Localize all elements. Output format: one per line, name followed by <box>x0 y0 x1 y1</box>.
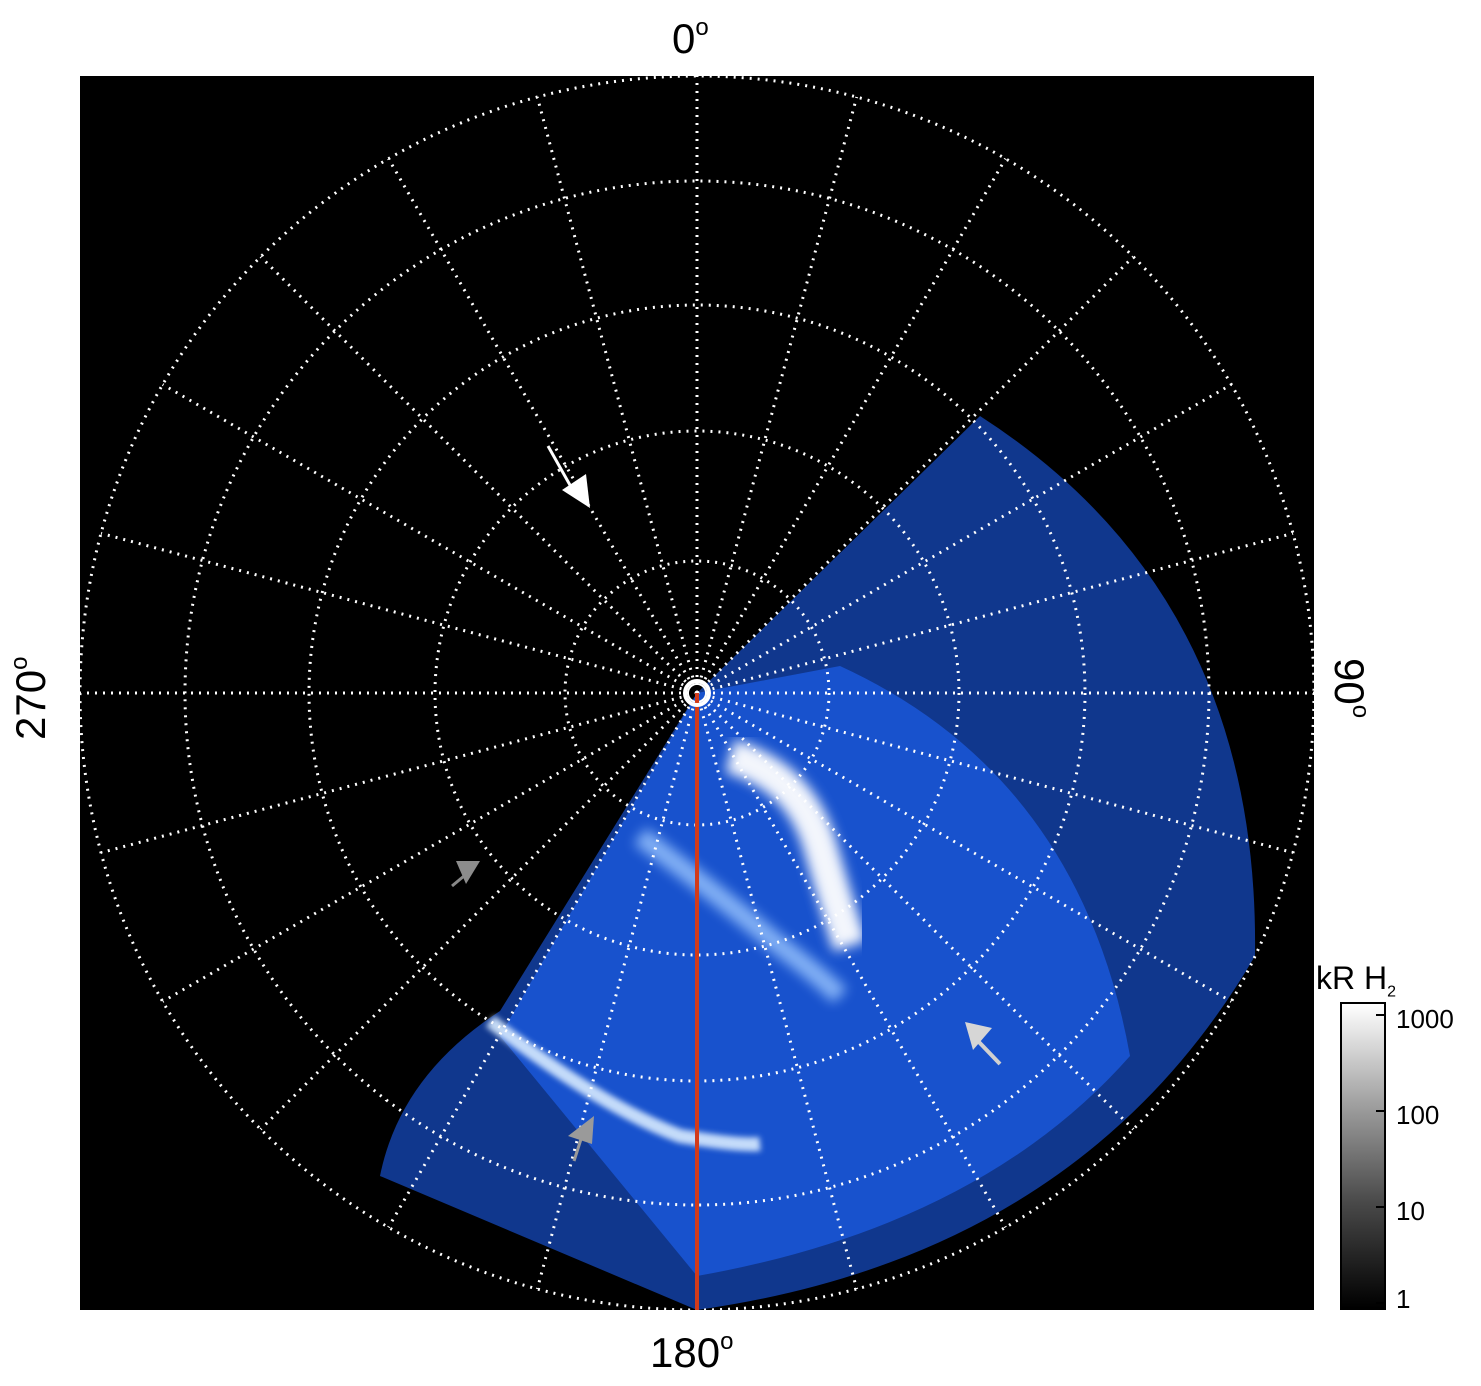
arrow-gray-icon <box>451 861 480 888</box>
colorbar-tick-1: 1 <box>1396 1284 1411 1314</box>
label-270-degrees: 270o <box>6 656 54 740</box>
aurora-arc-mid <box>633 828 848 1004</box>
arrow-white-icon <box>546 445 590 508</box>
label-0-degrees: 0o <box>672 14 709 62</box>
polar-projection-image <box>80 76 1314 1310</box>
colorbar-tick-10: 10 <box>1396 1196 1425 1226</box>
colorbar-tick-mark <box>1376 1206 1384 1208</box>
colorbar-title: kR H2 <box>1316 960 1397 1001</box>
arrow-gray-icon <box>568 1116 594 1162</box>
pole-marker <box>683 679 711 707</box>
colorbar-tick-mark <box>1376 1302 1384 1304</box>
colorbar-tick-mark <box>1376 1014 1384 1016</box>
longitude-line <box>161 383 698 695</box>
aurora-arc-lower <box>485 1015 761 1152</box>
colorbar-tick-1000: 1000 <box>1396 1004 1454 1034</box>
latitude-circle <box>433 429 961 957</box>
aurora-main-oval <box>724 739 867 952</box>
longitude-line <box>535 96 699 694</box>
longitude-line <box>387 157 699 694</box>
label-90-degrees: 90o <box>1326 658 1374 719</box>
polar-grid <box>80 76 1314 1310</box>
longitude-line <box>259 255 699 695</box>
colorbar <box>1340 1002 1386 1310</box>
colorbar-tick-100: 100 <box>1396 1100 1440 1130</box>
label-180-degrees: 180o <box>650 1328 734 1376</box>
colorbar-tick-mark <box>1376 1110 1384 1112</box>
arrow-lightgray-icon <box>965 1022 1002 1066</box>
latitude-circle <box>563 559 831 827</box>
